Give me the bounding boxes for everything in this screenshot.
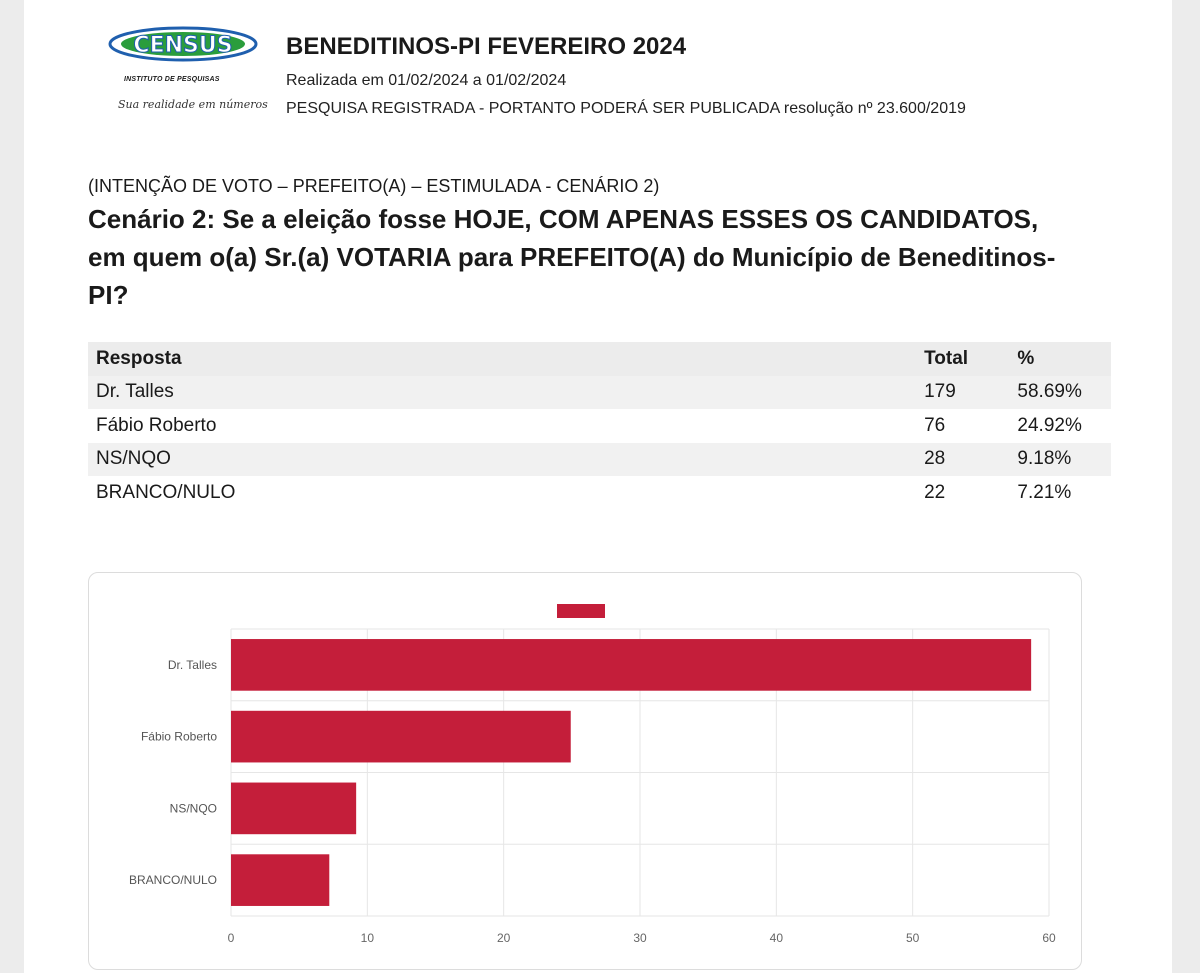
row-percent: 9.18% <box>1009 442 1111 476</box>
logo-tagline: Sua realidade em números <box>118 98 268 111</box>
table-row: BRANCO/NULO 22 7.21% <box>88 476 1111 510</box>
row-resposta: NS/NQO <box>88 442 917 476</box>
x-tick-label: 0 <box>228 931 235 945</box>
x-tick-label: 10 <box>361 931 375 945</box>
row-total: 22 <box>916 476 1010 510</box>
survey-registration: PESQUISA REGISTRADA - PORTANTO PODERÁ SE… <box>286 100 966 117</box>
bar-chart-card: 0 10 20 30 40 50 60 Dr. Talles Fábio Roberto NS/N… <box>88 572 1082 970</box>
question-text: Cenário 2: Se a eleição fosse HOJE, COM … <box>88 204 1056 310</box>
category-label: Fábio Roberto <box>141 730 217 744</box>
header-resposta: Resposta <box>88 342 917 376</box>
bar <box>231 639 1032 691</box>
results-table: Resposta Total % Dr. Talles 179 58.69% F… <box>88 342 1111 510</box>
row-total: 28 <box>916 442 1010 476</box>
row-total: 179 <box>916 375 1010 409</box>
question-kicker: (INTENÇÃO DE VOTO – PREFEITO(A) – ESTIMU… <box>88 176 660 196</box>
row-percent: 58.69% <box>1009 375 1111 409</box>
row-percent: 7.21% <box>1009 476 1111 510</box>
table-row: Dr. Talles 179 58.69% <box>88 375 1111 409</box>
x-tick-label: 60 <box>1042 931 1056 945</box>
table-row: NS/NQO 28 9.18% <box>88 442 1111 476</box>
logo-subtitle: INSTITUTO DE PESQUISAS <box>124 76 220 83</box>
survey-date-range: Realizada em 01/02/2024 a 01/02/2024 <box>286 72 567 89</box>
census-logo-mark: CENSUS <box>108 26 258 62</box>
legend-swatch <box>557 604 605 618</box>
x-tick-label: 30 <box>633 931 647 945</box>
row-resposta: Fábio Roberto <box>88 409 917 443</box>
x-tick-label: 50 <box>906 931 920 945</box>
bar <box>231 710 571 763</box>
survey-title: BENEDITINOS-PI FEVEREIRO 2024 <box>286 33 687 60</box>
category-label: BRANCO/NULO <box>129 873 217 887</box>
x-tick-label: 20 <box>497 931 511 945</box>
bar-chart: 0 10 20 30 40 50 60 Dr. Talles Fábio Roberto NS/N… <box>129 604 1056 945</box>
logo-word-text: CENSUS <box>133 33 232 58</box>
bar <box>231 854 330 906</box>
row-resposta: Dr. Talles <box>88 375 917 409</box>
x-tick-label: 40 <box>770 931 784 945</box>
bar <box>231 782 357 835</box>
table-header-row: Resposta Total % <box>88 342 1111 376</box>
table-row: Fábio Roberto 76 24.92% <box>88 409 1111 443</box>
row-percent: 24.92% <box>1009 409 1111 443</box>
header-percent: % <box>1009 342 1111 376</box>
category-label: Dr. Talles <box>168 658 217 672</box>
census-logo: CENSUS INSTITUTO DE PESQUISAS Sua realid… <box>108 26 268 116</box>
row-total: 76 <box>916 409 1010 443</box>
row-resposta: BRANCO/NULO <box>88 476 917 510</box>
report-page: CENSUS INSTITUTO DE PESQUISAS Sua realid… <box>24 0 1172 973</box>
header-total: Total <box>916 342 1010 376</box>
category-label: NS/NQO <box>170 801 217 815</box>
